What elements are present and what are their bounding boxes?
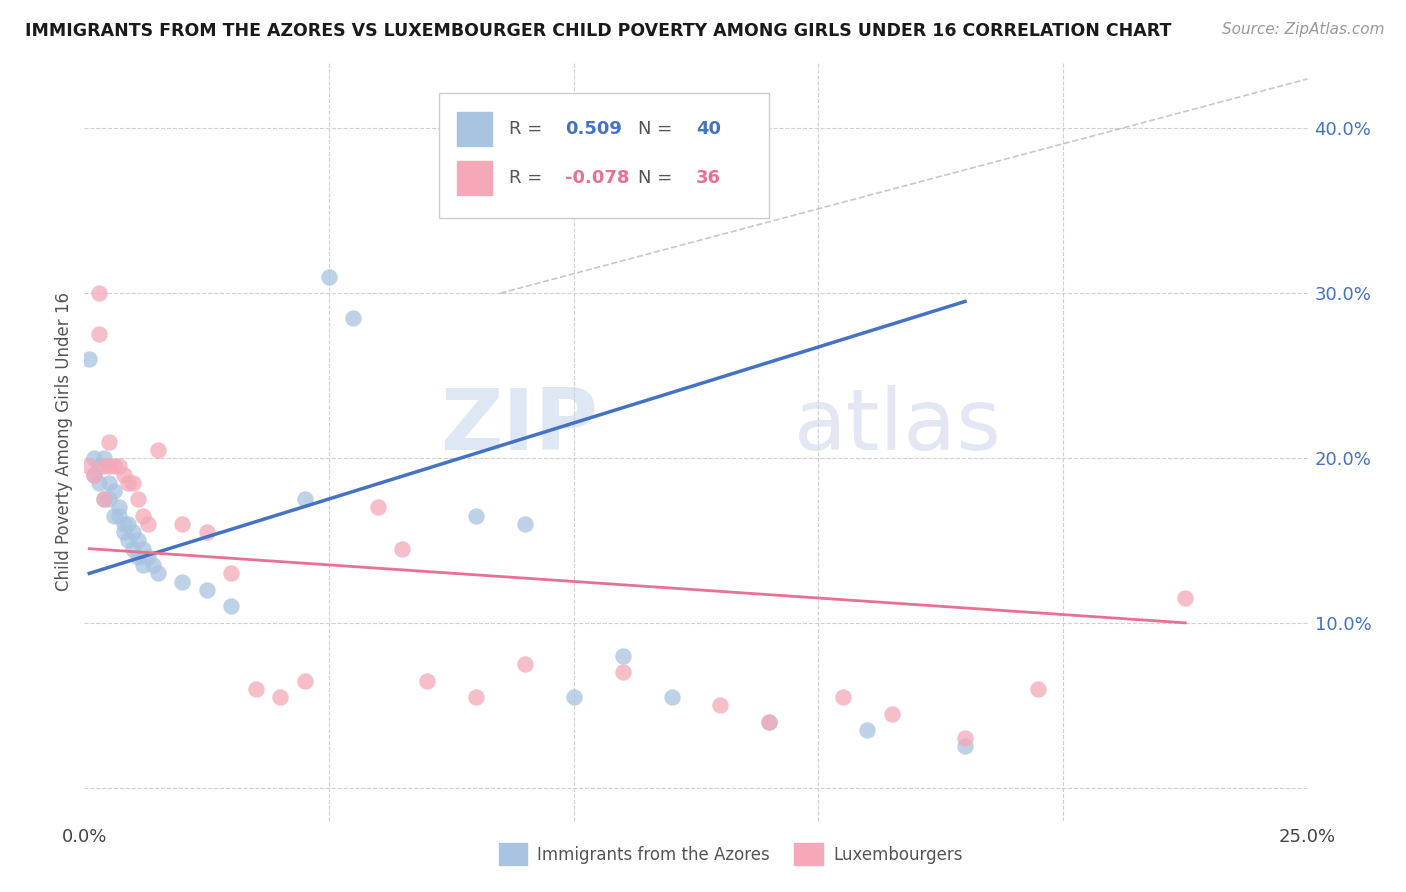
Point <box>112 525 135 540</box>
Point <box>127 549 149 564</box>
Point <box>661 690 683 704</box>
Point <box>83 467 105 482</box>
Point <box>245 681 267 696</box>
Point <box>127 492 149 507</box>
Point <box>136 549 159 564</box>
Point <box>93 492 115 507</box>
Point <box>77 459 100 474</box>
Point <box>831 690 853 704</box>
Point <box>195 582 218 597</box>
Point <box>269 690 291 704</box>
Point <box>294 492 316 507</box>
Point <box>136 516 159 531</box>
Point <box>416 673 439 688</box>
Text: 0.509: 0.509 <box>565 120 621 138</box>
Point <box>93 459 115 474</box>
Point <box>464 690 486 704</box>
Point <box>132 558 155 573</box>
Text: atlas: atlas <box>794 384 1002 468</box>
Point <box>103 483 125 498</box>
Point <box>758 714 780 729</box>
Point <box>513 657 536 671</box>
Point <box>709 698 731 713</box>
Point <box>146 442 169 457</box>
Point <box>953 739 976 754</box>
Text: Immigrants from the Azores: Immigrants from the Azores <box>537 846 770 863</box>
Point <box>219 566 242 581</box>
Point <box>83 450 105 465</box>
Point <box>146 566 169 581</box>
Point <box>93 492 115 507</box>
Point <box>953 731 976 746</box>
Y-axis label: Child Poverty Among Girls Under 16: Child Poverty Among Girls Under 16 <box>55 292 73 591</box>
Point <box>612 648 634 663</box>
Text: IMMIGRANTS FROM THE AZORES VS LUXEMBOURGER CHILD POVERTY AMONG GIRLS UNDER 16 CO: IMMIGRANTS FROM THE AZORES VS LUXEMBOURG… <box>25 22 1171 40</box>
Point <box>127 533 149 548</box>
Point <box>117 516 139 531</box>
Point <box>112 467 135 482</box>
FancyBboxPatch shape <box>439 93 769 218</box>
Point <box>612 665 634 680</box>
Text: N =: N = <box>638 120 672 138</box>
Point <box>87 327 110 342</box>
Point <box>122 525 145 540</box>
Point <box>117 475 139 490</box>
Point <box>103 508 125 523</box>
Point <box>112 516 135 531</box>
Point <box>342 310 364 325</box>
Point <box>87 286 110 301</box>
Text: Source: ZipAtlas.com: Source: ZipAtlas.com <box>1222 22 1385 37</box>
Point <box>172 574 194 589</box>
Point <box>122 475 145 490</box>
Point <box>122 541 145 556</box>
Point <box>1028 681 1050 696</box>
Text: R =: R = <box>509 169 543 187</box>
Point <box>513 516 536 531</box>
Point <box>107 500 129 515</box>
Bar <box>457 112 492 145</box>
Bar <box>457 161 492 195</box>
Point <box>83 467 105 482</box>
Point <box>880 706 903 721</box>
Point <box>367 500 389 515</box>
Point <box>97 459 120 474</box>
Point <box>97 475 120 490</box>
Point <box>172 516 194 531</box>
Text: Luxembourgers: Luxembourgers <box>834 846 963 863</box>
Point <box>1174 591 1197 606</box>
Point <box>107 459 129 474</box>
Point <box>93 450 115 465</box>
Point <box>856 723 879 737</box>
Text: N =: N = <box>638 169 672 187</box>
Point <box>87 475 110 490</box>
Point <box>294 673 316 688</box>
Point <box>464 508 486 523</box>
Text: 40: 40 <box>696 120 721 138</box>
Text: -0.078: -0.078 <box>565 169 630 187</box>
Point <box>219 599 242 614</box>
Text: 36: 36 <box>696 169 721 187</box>
Point <box>391 541 413 556</box>
Point <box>758 714 780 729</box>
Point <box>97 492 120 507</box>
Point <box>195 525 218 540</box>
Point <box>97 434 120 449</box>
Point <box>103 459 125 474</box>
Point <box>107 508 129 523</box>
Point <box>318 269 340 284</box>
Point <box>132 508 155 523</box>
Point <box>87 459 110 474</box>
Point <box>142 558 165 573</box>
Point <box>117 533 139 548</box>
Text: R =: R = <box>509 120 543 138</box>
Text: ZIP: ZIP <box>440 384 598 468</box>
Point <box>132 541 155 556</box>
Point <box>562 690 585 704</box>
Point <box>77 352 100 367</box>
